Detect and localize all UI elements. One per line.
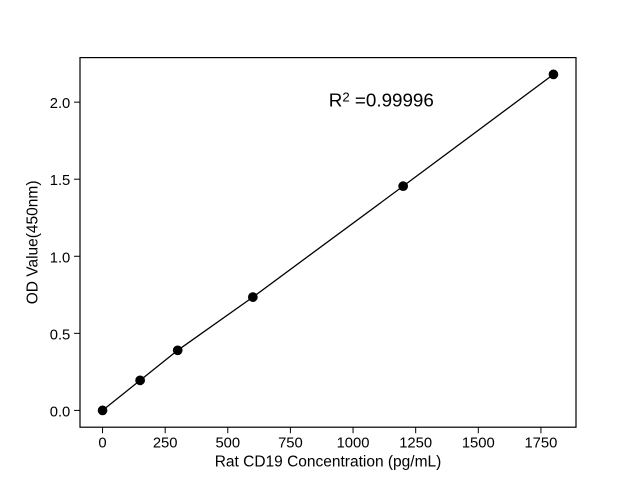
- svg-text:0: 0: [98, 435, 106, 451]
- svg-text:1000: 1000: [337, 435, 370, 451]
- svg-text:OD Value(450nm): OD Value(450nm): [25, 181, 42, 305]
- svg-text:250: 250: [153, 435, 178, 451]
- svg-text:R2 =0.99996: R2 =0.99996: [329, 90, 434, 111]
- svg-text:Rat CD19 Concentration (pg/mL): Rat CD19 Concentration (pg/mL): [215, 453, 442, 470]
- svg-text:1.0: 1.0: [50, 250, 71, 266]
- svg-text:750: 750: [278, 435, 303, 451]
- svg-text:500: 500: [215, 435, 240, 451]
- svg-text:1.5: 1.5: [50, 173, 71, 189]
- svg-text:2.0: 2.0: [50, 96, 71, 112]
- svg-text:1250: 1250: [399, 435, 432, 451]
- svg-text:0.5: 0.5: [50, 327, 71, 343]
- svg-text:0.0: 0.0: [50, 404, 71, 420]
- svg-text:1750: 1750: [524, 435, 557, 451]
- svg-text:1500: 1500: [462, 435, 495, 451]
